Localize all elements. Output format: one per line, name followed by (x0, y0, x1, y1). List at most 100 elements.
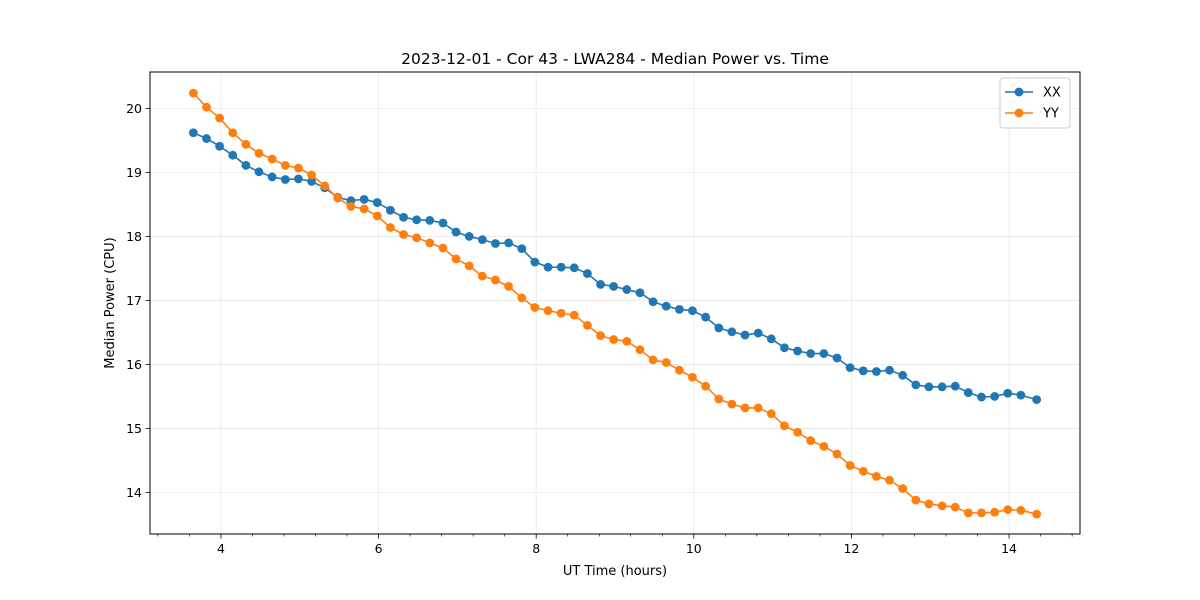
x-tick-label: 10 (686, 541, 702, 556)
series-yy (188, 88, 1042, 519)
data-point-xx (1003, 388, 1013, 398)
data-point-yy (780, 421, 789, 431)
data-point-xx (556, 262, 566, 272)
data-point-yy (753, 403, 763, 413)
data-point-yy (963, 508, 973, 518)
data-point-yy (674, 365, 684, 375)
data-point-yy (477, 271, 487, 281)
y-tick-label: 14 (126, 485, 142, 500)
data-point-xx (267, 172, 277, 182)
data-point-xx (491, 239, 500, 248)
data-point-yy (267, 154, 277, 164)
data-point-xx (911, 380, 921, 390)
data-point-xx (202, 134, 211, 143)
x-tick-label: 4 (217, 541, 225, 556)
data-point-yy (569, 310, 579, 320)
data-point-xx (622, 285, 632, 294)
data-point-yy (872, 472, 881, 481)
data-point-yy (845, 461, 855, 470)
data-point-xx (793, 346, 803, 356)
data-point-xx (819, 349, 829, 358)
x-axis: 4 6 8 10 12 14 (157, 534, 1073, 556)
data-point-yy (858, 466, 868, 476)
data-point-yy (241, 139, 251, 149)
chart-title: 2023-12-01 - Cor 43 - LWA284 - Median Po… (401, 50, 829, 68)
data-point-xx (648, 297, 658, 307)
data-point-yy (228, 128, 238, 138)
x-tick-label: 6 (375, 541, 383, 556)
data-point-yy (688, 372, 697, 382)
data-point-xx (635, 288, 645, 298)
data-point-yy (622, 336, 632, 346)
plot-frame (149, 71, 1081, 535)
data-point-xx (661, 301, 671, 311)
data-point-yy (583, 321, 592, 330)
data-point-xx (307, 177, 316, 186)
data-point-yy (727, 399, 737, 409)
data-point-xx (806, 349, 816, 358)
data-point-yy (543, 306, 553, 316)
data-point-yy (451, 254, 461, 264)
data-point-yy (977, 508, 986, 518)
data-point-xx (950, 381, 960, 391)
data-point-yy (504, 281, 513, 291)
data-point-xx (688, 306, 697, 316)
data-point-yy (530, 303, 540, 312)
data-point-xx (832, 353, 842, 363)
data-point-xx (1032, 395, 1042, 405)
y-tick-label: 18 (126, 229, 142, 244)
data-point-yy (307, 170, 316, 180)
data-point-yy (346, 201, 356, 211)
data-point-yy (385, 223, 395, 232)
data-point-yy (937, 501, 947, 511)
data-point-xx (294, 174, 303, 184)
data-point-xx (766, 334, 776, 344)
data-point-xx (543, 262, 553, 272)
data-point-xx (530, 257, 540, 267)
data-point-yy (924, 499, 934, 509)
data-point-xx (228, 150, 238, 160)
data-point-yy (714, 394, 724, 404)
data-point-yy (832, 449, 842, 459)
y-tick-label: 17 (126, 293, 142, 308)
data-point-xx (858, 366, 868, 376)
data-point-xx (885, 365, 894, 375)
data-point-xx (425, 216, 435, 225)
data-point-xx (583, 269, 592, 278)
data-point-xx (937, 382, 947, 392)
y-tick-label: 16 (126, 357, 142, 372)
data-point-yy (425, 238, 435, 248)
data-point-xx (399, 212, 408, 222)
data-point-yy (517, 293, 527, 303)
data-point-xx (727, 327, 737, 337)
data-point-yy (1016, 505, 1026, 515)
data-point-yy (806, 436, 816, 445)
data-point-yy (911, 495, 921, 505)
data-point-yy (556, 308, 566, 318)
x-axis-label: UT Time (hours) (563, 564, 667, 579)
data-point-yy (254, 148, 264, 158)
data-point-xx (241, 161, 251, 170)
data-point-yy (491, 275, 500, 285)
data-point-yy (740, 403, 750, 413)
data-point-yy (766, 409, 776, 419)
data-point-yy (898, 484, 908, 493)
data-point-yy (294, 163, 303, 173)
data-point-xx (372, 198, 382, 207)
data-point-yy (202, 102, 211, 112)
data-point-yy (885, 475, 894, 485)
legend: XX YY (999, 77, 1071, 129)
y-tick-label: 15 (126, 421, 142, 436)
data-point-xx (977, 392, 986, 402)
data-point-xx (1016, 390, 1026, 400)
data-point-yy (280, 161, 290, 170)
data-point-xx (780, 343, 789, 353)
data-point-yy (320, 181, 330, 191)
data-point-xx (701, 312, 711, 322)
data-point-yy (1003, 505, 1013, 515)
data-point-yy (661, 358, 671, 367)
data-point-xx (188, 128, 198, 138)
data-point-yy (609, 335, 619, 344)
data-point-yy (464, 261, 474, 271)
